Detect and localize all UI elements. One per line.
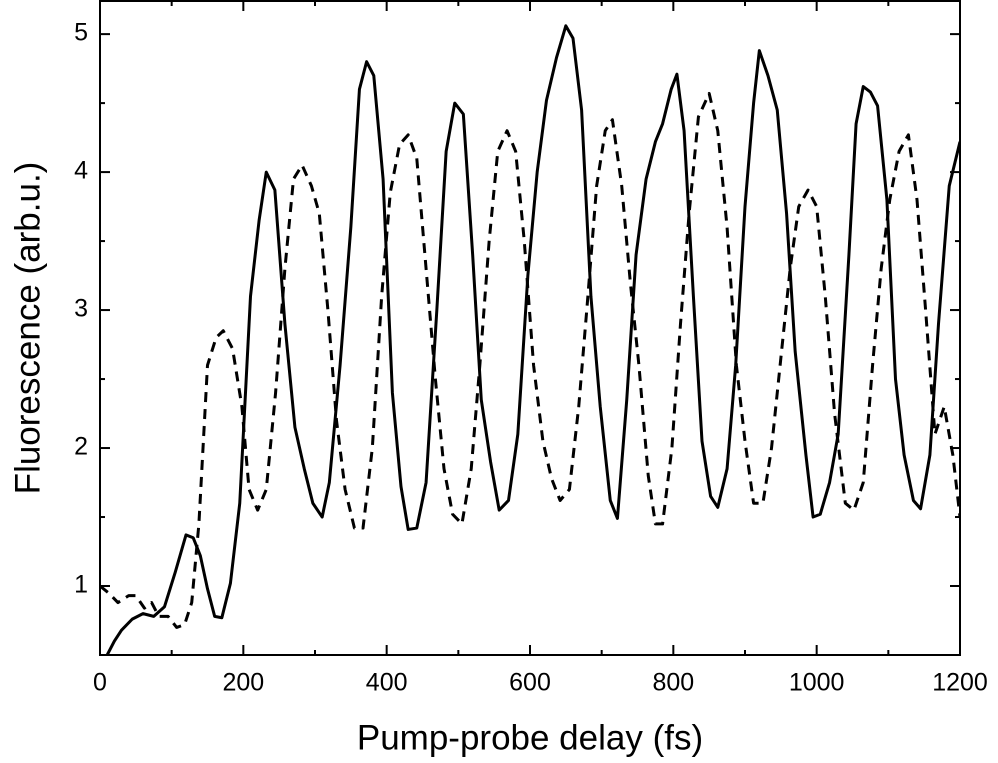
y-tick-label: 5: [74, 19, 88, 47]
plot-frame: [99, 0, 961, 656]
y-tick-label: 4: [74, 157, 88, 185]
x-tick-label: 1200: [932, 669, 988, 697]
y-tick-label: 2: [74, 433, 88, 461]
y-tick-label: 3: [74, 295, 88, 323]
x-axis-label: Pump-probe delay (fs): [357, 718, 703, 757]
x-tick-label: 600: [509, 669, 551, 697]
data-line: [105, 24, 960, 655]
x-tick-label: 400: [366, 669, 408, 697]
x-tick-label: 0: [93, 669, 107, 697]
x-tick-label: 200: [222, 669, 264, 697]
y-axis-label: Fluorescence (arb.u.): [8, 162, 47, 495]
y-tick-label: 1: [74, 571, 88, 599]
x-tick-label: 1000: [789, 669, 845, 697]
x-tick-label: 800: [652, 669, 694, 697]
data-line: [100, 91, 960, 629]
